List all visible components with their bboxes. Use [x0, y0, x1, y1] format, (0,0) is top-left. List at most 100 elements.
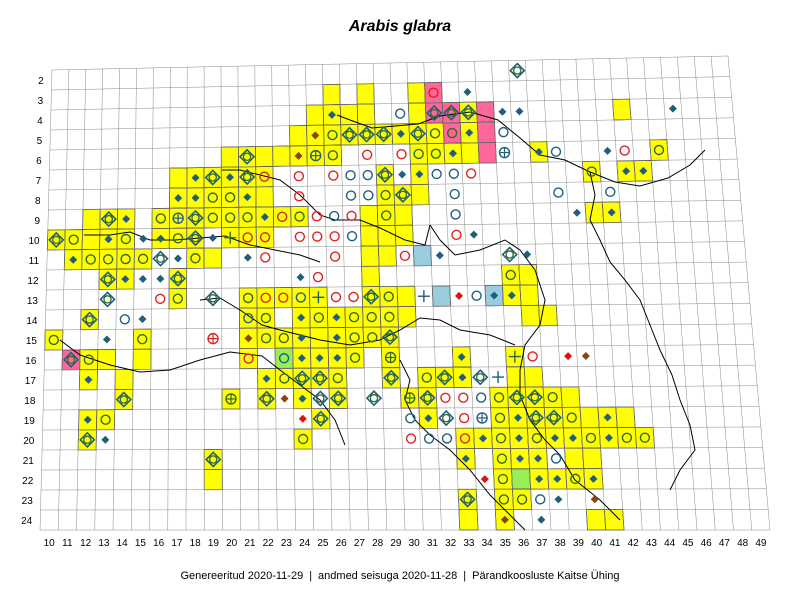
diamond-blue-marker — [461, 454, 470, 463]
grid-line-vertical — [372, 63, 387, 531]
grid-cell-yellow — [407, 82, 426, 104]
grid-cell-yellow — [169, 167, 188, 189]
grid-cell-yellow — [492, 468, 513, 490]
grid-line-vertical — [58, 69, 70, 531]
circle-red-marker — [396, 149, 407, 160]
circle-red-marker — [312, 271, 324, 283]
circle-blue-marker — [119, 314, 131, 325]
diamond-ring-marker — [99, 291, 116, 308]
circle-green-marker — [297, 433, 309, 445]
diamond-blue-marker — [156, 234, 165, 243]
grid-cell-yellow — [82, 208, 101, 230]
diamond-ring-marker — [330, 390, 347, 407]
grid-cell-yellow — [379, 285, 399, 308]
circle-green-marker — [242, 292, 254, 304]
grid-line-vertical — [440, 61, 460, 531]
diamond-ring-marker — [381, 329, 399, 346]
x-axis-label: 27 — [354, 538, 366, 549]
circle-green-marker — [327, 150, 339, 161]
grid-cell-yellow — [239, 347, 258, 370]
grid-cell-yellow — [615, 406, 636, 428]
grid-line-horizontal — [50, 117, 734, 131]
grid-cell-yellow — [612, 98, 632, 121]
grid-line-horizontal — [40, 509, 769, 511]
grid-line-vertical — [643, 57, 679, 531]
diamond-blue-marker — [297, 333, 306, 342]
grid-cell-yellow — [460, 142, 480, 164]
circle-red-marker — [328, 170, 339, 181]
circle-green-marker — [120, 253, 131, 265]
diamond-blue-marker — [315, 353, 324, 362]
diamond-ring-marker — [375, 126, 392, 143]
diamond-blue-marker — [243, 253, 252, 262]
grid-line-vertical — [355, 63, 369, 531]
diamond-brown-marker — [280, 394, 289, 403]
diamond-ring-inner-circle — [66, 355, 76, 365]
grid-line-vertical — [423, 62, 442, 531]
circle-green-marker — [446, 127, 458, 139]
diamond-ring-marker — [460, 104, 477, 121]
grid-line-vertical — [491, 60, 515, 531]
diamond-blue-marker — [122, 214, 131, 223]
circle-green-marker — [242, 212, 253, 223]
grid-cell-yellow — [360, 225, 379, 247]
diamond-ring-inner-circle — [386, 373, 396, 383]
y-axis-label: 7 — [36, 176, 42, 187]
grid-cell-yellow — [585, 509, 607, 531]
diamond-ring-marker — [99, 271, 116, 288]
grid-line-horizontal — [48, 200, 741, 211]
y-axis-label: 11 — [29, 256, 40, 267]
circle-green-marker — [349, 332, 360, 343]
diamond-ring-marker — [409, 125, 427, 142]
x-axis-label: 20 — [226, 538, 238, 549]
circle-green-marker — [429, 128, 441, 139]
circle-red-marker — [428, 87, 439, 98]
grid-cell-yellow — [376, 184, 395, 206]
grid-line-vertical — [609, 58, 643, 531]
circle-red-marker — [311, 211, 323, 222]
grid-line-horizontal — [42, 426, 761, 431]
diamond-blue-marker — [534, 147, 543, 156]
diamond-blue-marker — [327, 110, 336, 119]
circle-blue-marker — [363, 190, 374, 201]
circle-green-marker — [421, 372, 433, 383]
circle-red-marker — [243, 353, 254, 364]
grid-cell-yellow — [238, 287, 258, 309]
grid-cell-yellow — [425, 122, 445, 145]
grid-cell-yellow — [64, 229, 83, 251]
grid-cell-yellow — [616, 427, 638, 449]
circle-blue-marker — [535, 494, 546, 505]
diamond-ring-inner-circle — [464, 108, 473, 117]
circle-blue-marker — [362, 169, 373, 181]
grid-cell-yellow — [394, 204, 414, 226]
x-axis-label: 44 — [664, 538, 676, 549]
circle-blue-marker — [345, 190, 357, 201]
diamond-ring-marker — [438, 409, 455, 427]
diamond-ring-inner-circle — [104, 214, 114, 224]
grid-cell-pink — [475, 101, 495, 123]
grid-cell-yellow — [492, 448, 512, 470]
y-axis-label: 6 — [36, 156, 42, 167]
grid-line-horizontal — [48, 179, 739, 191]
grid-cell-yellow — [519, 284, 540, 306]
circle-red-marker — [619, 145, 630, 156]
grid-cell-yellow — [81, 248, 100, 271]
circle-red-marker — [329, 231, 340, 242]
grid-cell-yellow — [634, 427, 656, 449]
diamond-blue-marker — [101, 435, 110, 444]
diamond-blue-marker — [553, 474, 562, 483]
grid-cell-yellow — [564, 447, 585, 470]
circle-green-marker — [100, 414, 111, 425]
grid-cell-yellow — [490, 407, 510, 429]
circle-red-marker — [312, 231, 323, 242]
grid-cell-yellow — [322, 83, 341, 106]
grid-cell-yellow — [97, 349, 116, 371]
diamond-blue-marker — [465, 128, 474, 137]
grid-cell-yellow — [221, 206, 240, 229]
diamond-brown-marker — [590, 495, 599, 504]
grid-line-horizontal — [43, 406, 760, 411]
grid-cell-yellow — [255, 226, 275, 248]
diamond-blue-marker — [297, 354, 306, 363]
grid-line-vertical — [220, 66, 223, 531]
x-axis-label: 33 — [463, 538, 475, 549]
